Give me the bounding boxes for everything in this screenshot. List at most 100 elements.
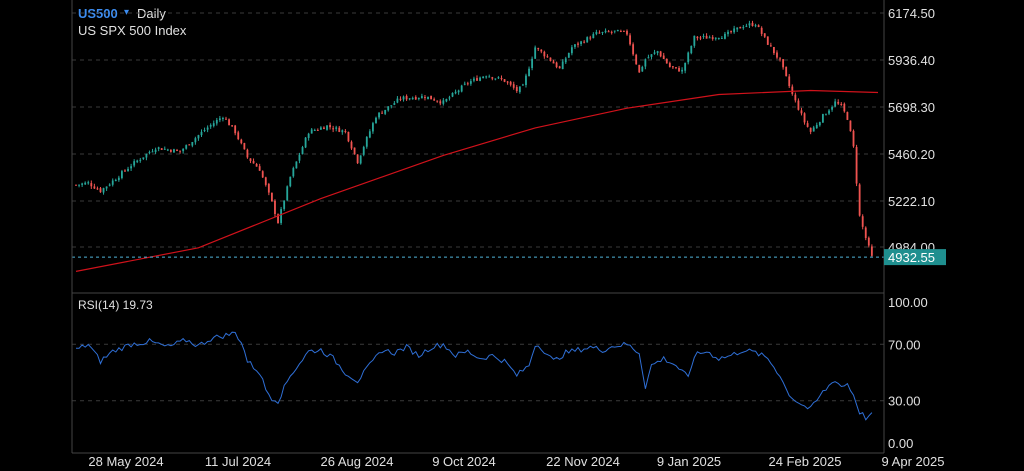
candle-body xyxy=(384,109,387,114)
date-tick-label: 9 Apr 2025 xyxy=(882,454,945,469)
candle-body xyxy=(494,78,497,80)
candle-body xyxy=(659,51,662,57)
candle-body xyxy=(390,105,393,107)
candle-body xyxy=(647,57,650,59)
candle-body xyxy=(448,97,451,99)
candle-body xyxy=(849,120,852,132)
candle-body xyxy=(295,161,298,169)
candle-body xyxy=(436,100,439,102)
date-tick-label: 22 Nov 2024 xyxy=(546,454,620,469)
candle-body xyxy=(87,182,90,184)
candle-body xyxy=(344,130,347,132)
candle-body xyxy=(463,83,466,85)
candle-body xyxy=(427,96,429,99)
date-tick-label: 28 May 2024 xyxy=(88,454,163,469)
candle-body xyxy=(751,22,754,26)
candle-body xyxy=(632,44,635,55)
candle-body xyxy=(258,166,261,171)
candle-body xyxy=(537,48,540,50)
rsi-line xyxy=(76,331,873,421)
chevron-down-icon[interactable]: ▾ xyxy=(124,7,130,18)
candle-body xyxy=(592,34,595,39)
candle-body xyxy=(675,67,677,69)
candle-body xyxy=(326,125,328,130)
candle-body xyxy=(479,77,481,81)
candle-body xyxy=(821,114,824,123)
rsi-indicator-label: RSI(14) 19.73 xyxy=(78,298,153,312)
candle-body xyxy=(243,143,246,150)
candle-body xyxy=(454,91,457,94)
candle-body xyxy=(378,112,380,118)
candle-body xyxy=(506,81,509,83)
axis-labels: 6174.505936.405698.305460.205222.104984.… xyxy=(88,6,946,469)
candle-body xyxy=(286,186,289,201)
date-tick-label: 9 Jan 2025 xyxy=(657,454,721,469)
candle-body xyxy=(142,157,145,159)
candle-body xyxy=(117,177,120,181)
candle-body xyxy=(577,43,579,45)
candle-body xyxy=(90,183,93,187)
candle-body xyxy=(405,95,408,100)
candle-body xyxy=(160,148,163,150)
candle-body xyxy=(298,154,301,161)
candle-body xyxy=(445,98,448,102)
candle-body xyxy=(264,177,267,185)
candle-body xyxy=(182,148,185,152)
candle-body xyxy=(837,101,840,104)
price-tick-label: 5460.20 xyxy=(888,147,935,162)
candle-body xyxy=(552,61,555,64)
candle-body xyxy=(583,41,586,43)
candle-body xyxy=(815,124,818,129)
candle-body xyxy=(528,68,530,77)
candle-body xyxy=(237,132,240,140)
candle-body xyxy=(439,101,442,104)
candle-body xyxy=(580,41,582,44)
candle-body xyxy=(185,145,188,149)
candle-body xyxy=(509,81,512,85)
candle-body xyxy=(626,30,628,35)
candle-body xyxy=(310,129,313,134)
candle-body xyxy=(806,123,809,127)
instrument-description: US SPX 500 Index xyxy=(78,23,187,38)
candle-body xyxy=(809,127,812,132)
candle-body xyxy=(469,81,472,84)
candle-body xyxy=(420,96,423,99)
candle-body xyxy=(812,127,815,132)
candle-body xyxy=(368,131,371,138)
candle-body xyxy=(200,131,203,136)
candle-body xyxy=(206,127,209,130)
candle-body xyxy=(442,100,445,104)
candle-body xyxy=(313,130,316,132)
candle-body xyxy=(249,158,252,162)
rsi-tick-label: 70.00 xyxy=(888,337,921,352)
timeframe-label[interactable]: Daily xyxy=(137,6,166,21)
candle-body xyxy=(665,58,668,64)
candle-body xyxy=(338,127,341,132)
candle-body xyxy=(460,85,463,92)
candle-body xyxy=(610,31,613,33)
candle-body xyxy=(730,31,732,33)
candle-body xyxy=(301,147,304,155)
candle-body xyxy=(724,33,726,39)
candle-body xyxy=(130,166,133,169)
rsi-tick-label: 30.00 xyxy=(888,394,921,409)
price-tick-label: 5222.10 xyxy=(888,194,935,209)
candle-body xyxy=(102,188,105,193)
date-tick-label: 26 Aug 2024 xyxy=(320,454,393,469)
candle-body xyxy=(148,152,151,154)
candle-body xyxy=(656,51,659,53)
candle-body xyxy=(662,55,665,60)
candle-body xyxy=(209,125,212,127)
candle-body xyxy=(222,118,224,120)
candle-body xyxy=(393,103,396,105)
candle-body xyxy=(757,25,760,27)
candle-body xyxy=(424,97,426,99)
candle-body xyxy=(525,75,527,85)
candle-body xyxy=(218,118,221,121)
candle-body xyxy=(84,182,87,185)
candle-body xyxy=(261,171,264,178)
candle-body xyxy=(794,94,797,101)
candle-body xyxy=(773,46,775,54)
candle-body xyxy=(598,32,601,34)
